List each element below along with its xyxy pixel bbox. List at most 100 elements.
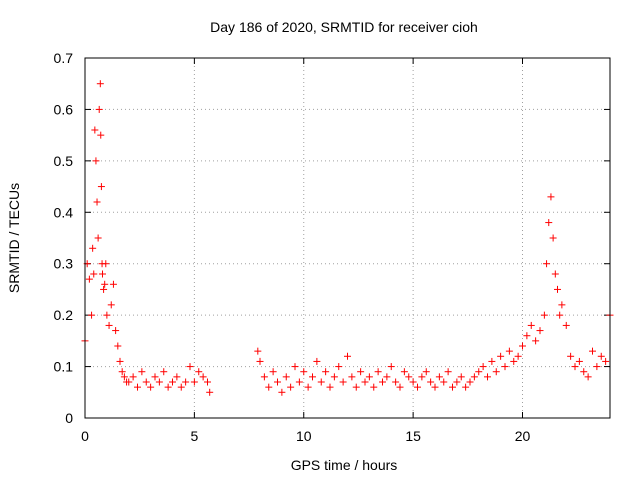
data-point [120,373,128,381]
data-point [479,363,487,371]
data-point [602,357,610,365]
data-point [125,378,133,386]
data-point [387,363,395,371]
data-point [260,373,268,381]
data-points-layer [81,80,614,396]
data-point [317,378,325,386]
data-point [593,363,601,371]
data-point [558,301,566,309]
data-point [151,373,159,381]
data-point [501,363,509,371]
data-point [256,357,264,365]
data-point [379,378,386,386]
x-tick-label: 20 [515,428,531,444]
data-point [147,383,155,391]
x-tick-label: 0 [81,428,89,444]
data-point [254,347,262,355]
data-point [580,368,588,376]
data-point [400,368,408,376]
data-point [107,301,115,309]
data-point [89,244,97,252]
y-tick-label: 0.2 [54,307,74,323]
data-point [466,378,474,386]
data-point [597,352,605,360]
y-tick-label: 0.3 [54,256,74,272]
data-point [484,373,491,381]
data-point [91,126,99,134]
data-point [440,378,448,386]
data-point [105,321,113,329]
data-point [109,280,117,288]
y-tick-label: 0.5 [54,153,74,169]
data-point [365,373,373,381]
data-point [103,311,111,319]
data-point [169,378,176,386]
data-point [431,383,439,391]
data-point [457,373,465,381]
data-point [571,363,579,371]
y-axis-label: SRMTID / TECUs [6,183,22,293]
data-point [309,373,316,381]
data-point [155,378,163,386]
data-point [545,219,553,227]
y-tick-label: 0.6 [54,101,74,117]
data-point [90,270,98,278]
data-point [97,131,105,139]
data-point [475,368,483,376]
data-point [204,378,211,386]
y-tick-label: 0.1 [54,359,74,375]
data-point [444,368,452,376]
data-point [344,352,351,360]
data-point [540,311,548,319]
data-point [383,373,391,381]
data-point [370,383,378,391]
data-point [101,280,109,288]
data-point [361,378,369,386]
data-point [92,157,100,165]
data-point [93,198,101,206]
data-point [88,311,96,319]
data-point [554,285,561,293]
data-point [392,378,400,386]
data-point [357,368,365,376]
tick-layer: 0 0.1 0.2 0.3 0.4 0.5 0.6 0.7 0 5 10 15 20 [54,50,610,444]
data-point [505,347,513,355]
data-point [330,373,338,381]
data-point [543,260,551,268]
data-point [470,373,478,381]
data-point [99,270,106,278]
data-point [206,388,214,396]
x-tick-label: 15 [405,428,421,444]
data-point [418,373,426,381]
data-point [414,383,421,391]
data-point [352,383,360,391]
data-point [265,383,273,391]
data-point [497,352,505,360]
data-point [449,383,456,391]
data-point [142,378,150,386]
data-point [567,352,575,360]
data-point [519,342,526,350]
data-point [97,183,105,191]
y-tick-label: 0.7 [54,50,74,66]
data-point [348,373,356,381]
data-point [274,378,281,386]
data-point [85,275,93,283]
y-tick-label: 0 [65,410,73,426]
data-point [584,373,592,381]
grid-layer [85,58,610,418]
data-point [556,311,564,319]
data-point [523,332,531,340]
chart-title: Day 186 of 2020, SRMTID for receiver cio… [210,19,478,35]
data-point [510,357,518,365]
data-point [462,383,470,391]
data-point [190,378,198,386]
data-point [322,368,330,376]
data-point [396,383,404,391]
data-point [313,357,321,365]
data-point [118,368,126,376]
data-point [326,383,334,391]
data-point [374,368,382,376]
data-point [173,373,181,381]
